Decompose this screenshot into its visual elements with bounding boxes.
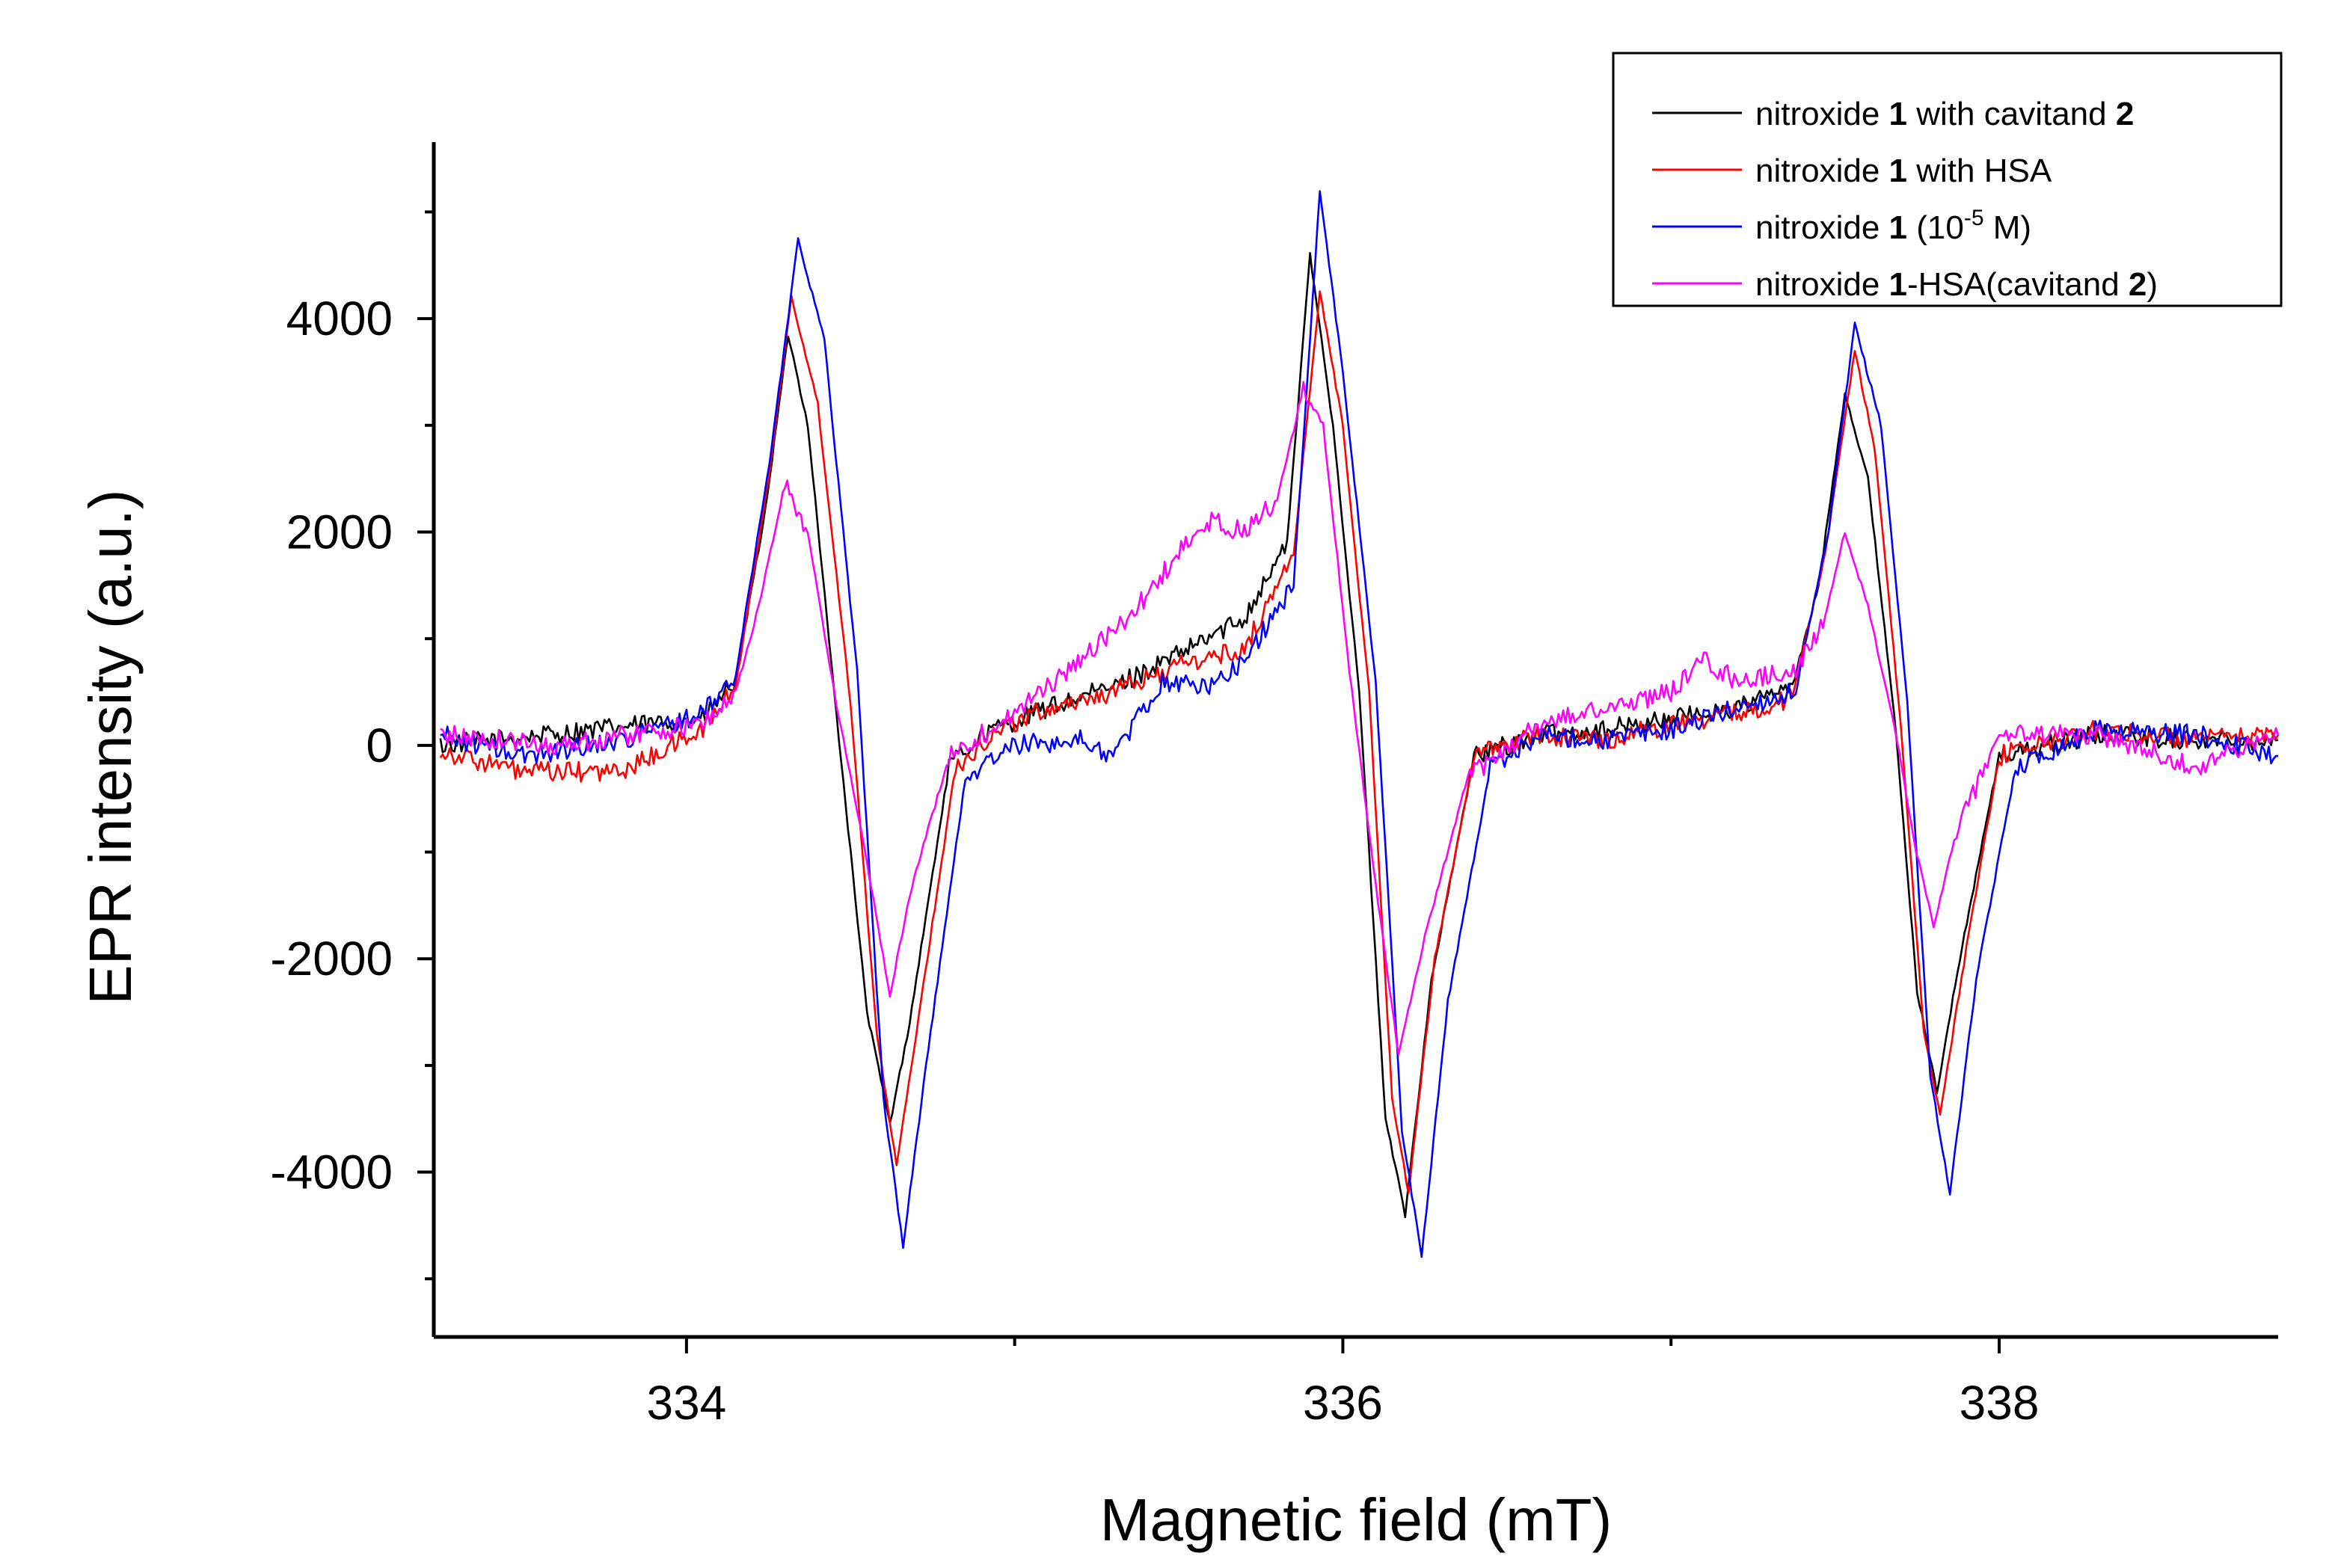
legend-label-part: M) — [1984, 209, 2032, 246]
x-tick-label: 336 — [1303, 1376, 1383, 1430]
series-layer — [439, 190, 2280, 1258]
x-axis-title: Magnetic field (mT) — [1100, 1486, 1613, 1553]
y-tick-label: 2000 — [286, 505, 393, 559]
legend-label-part: 1 — [1889, 96, 1907, 132]
ticks: 334 336 338 -4000 -2000 0 2000 4000 — [270, 210, 2040, 1430]
legend-label-part: with HSA — [1907, 153, 2052, 189]
series-line — [439, 290, 2280, 1195]
legend-label-part: ) — [2147, 266, 2158, 303]
legend-label-part: nitroxide — [1755, 266, 1889, 303]
legend-label-part: 2 — [2129, 266, 2147, 303]
legend-label-part: 1 — [1889, 209, 1907, 246]
y-axis-title: EPR intensity (a.u.) — [77, 489, 144, 1004]
legend-label: nitroxide 1 with cavitand 2 — [1755, 96, 2134, 132]
series-line — [440, 381, 2280, 1056]
y-tick-label: 4000 — [286, 292, 393, 345]
legend-box — [1612, 52, 2283, 307]
x-tick-label: 338 — [1960, 1376, 2040, 1430]
legend-label-part: nitroxide — [1755, 153, 1889, 189]
legend-label-part: 2 — [2116, 96, 2134, 132]
legend-label: nitroxide 1-HSA(cavitand 2) — [1755, 266, 2158, 303]
axes — [432, 142, 2278, 1339]
legend-label-part: with cavitand — [1907, 96, 2116, 132]
legend-label-part: -5 — [1964, 206, 1984, 230]
y-tick-label: 0 — [366, 719, 393, 772]
legend-label-part: 1 — [1889, 266, 1907, 303]
legend-label: nitroxide 1 (10-5 M) — [1755, 206, 2031, 246]
legend-label-part: (10 — [1907, 209, 1964, 246]
legend-label-part: -HSA(cavitand — [1907, 266, 2129, 303]
legend-label-part: nitroxide — [1755, 96, 1889, 132]
legend-label-part: 1 — [1889, 153, 1907, 189]
legend-label-part: nitroxide — [1755, 209, 1889, 246]
legend-label: nitroxide 1 with HSA — [1755, 153, 2052, 189]
x-tick-label: 334 — [646, 1376, 726, 1430]
y-tick-label: -4000 — [270, 1146, 393, 1199]
y-tick-label: -2000 — [270, 932, 393, 986]
series-line — [440, 190, 2278, 1258]
